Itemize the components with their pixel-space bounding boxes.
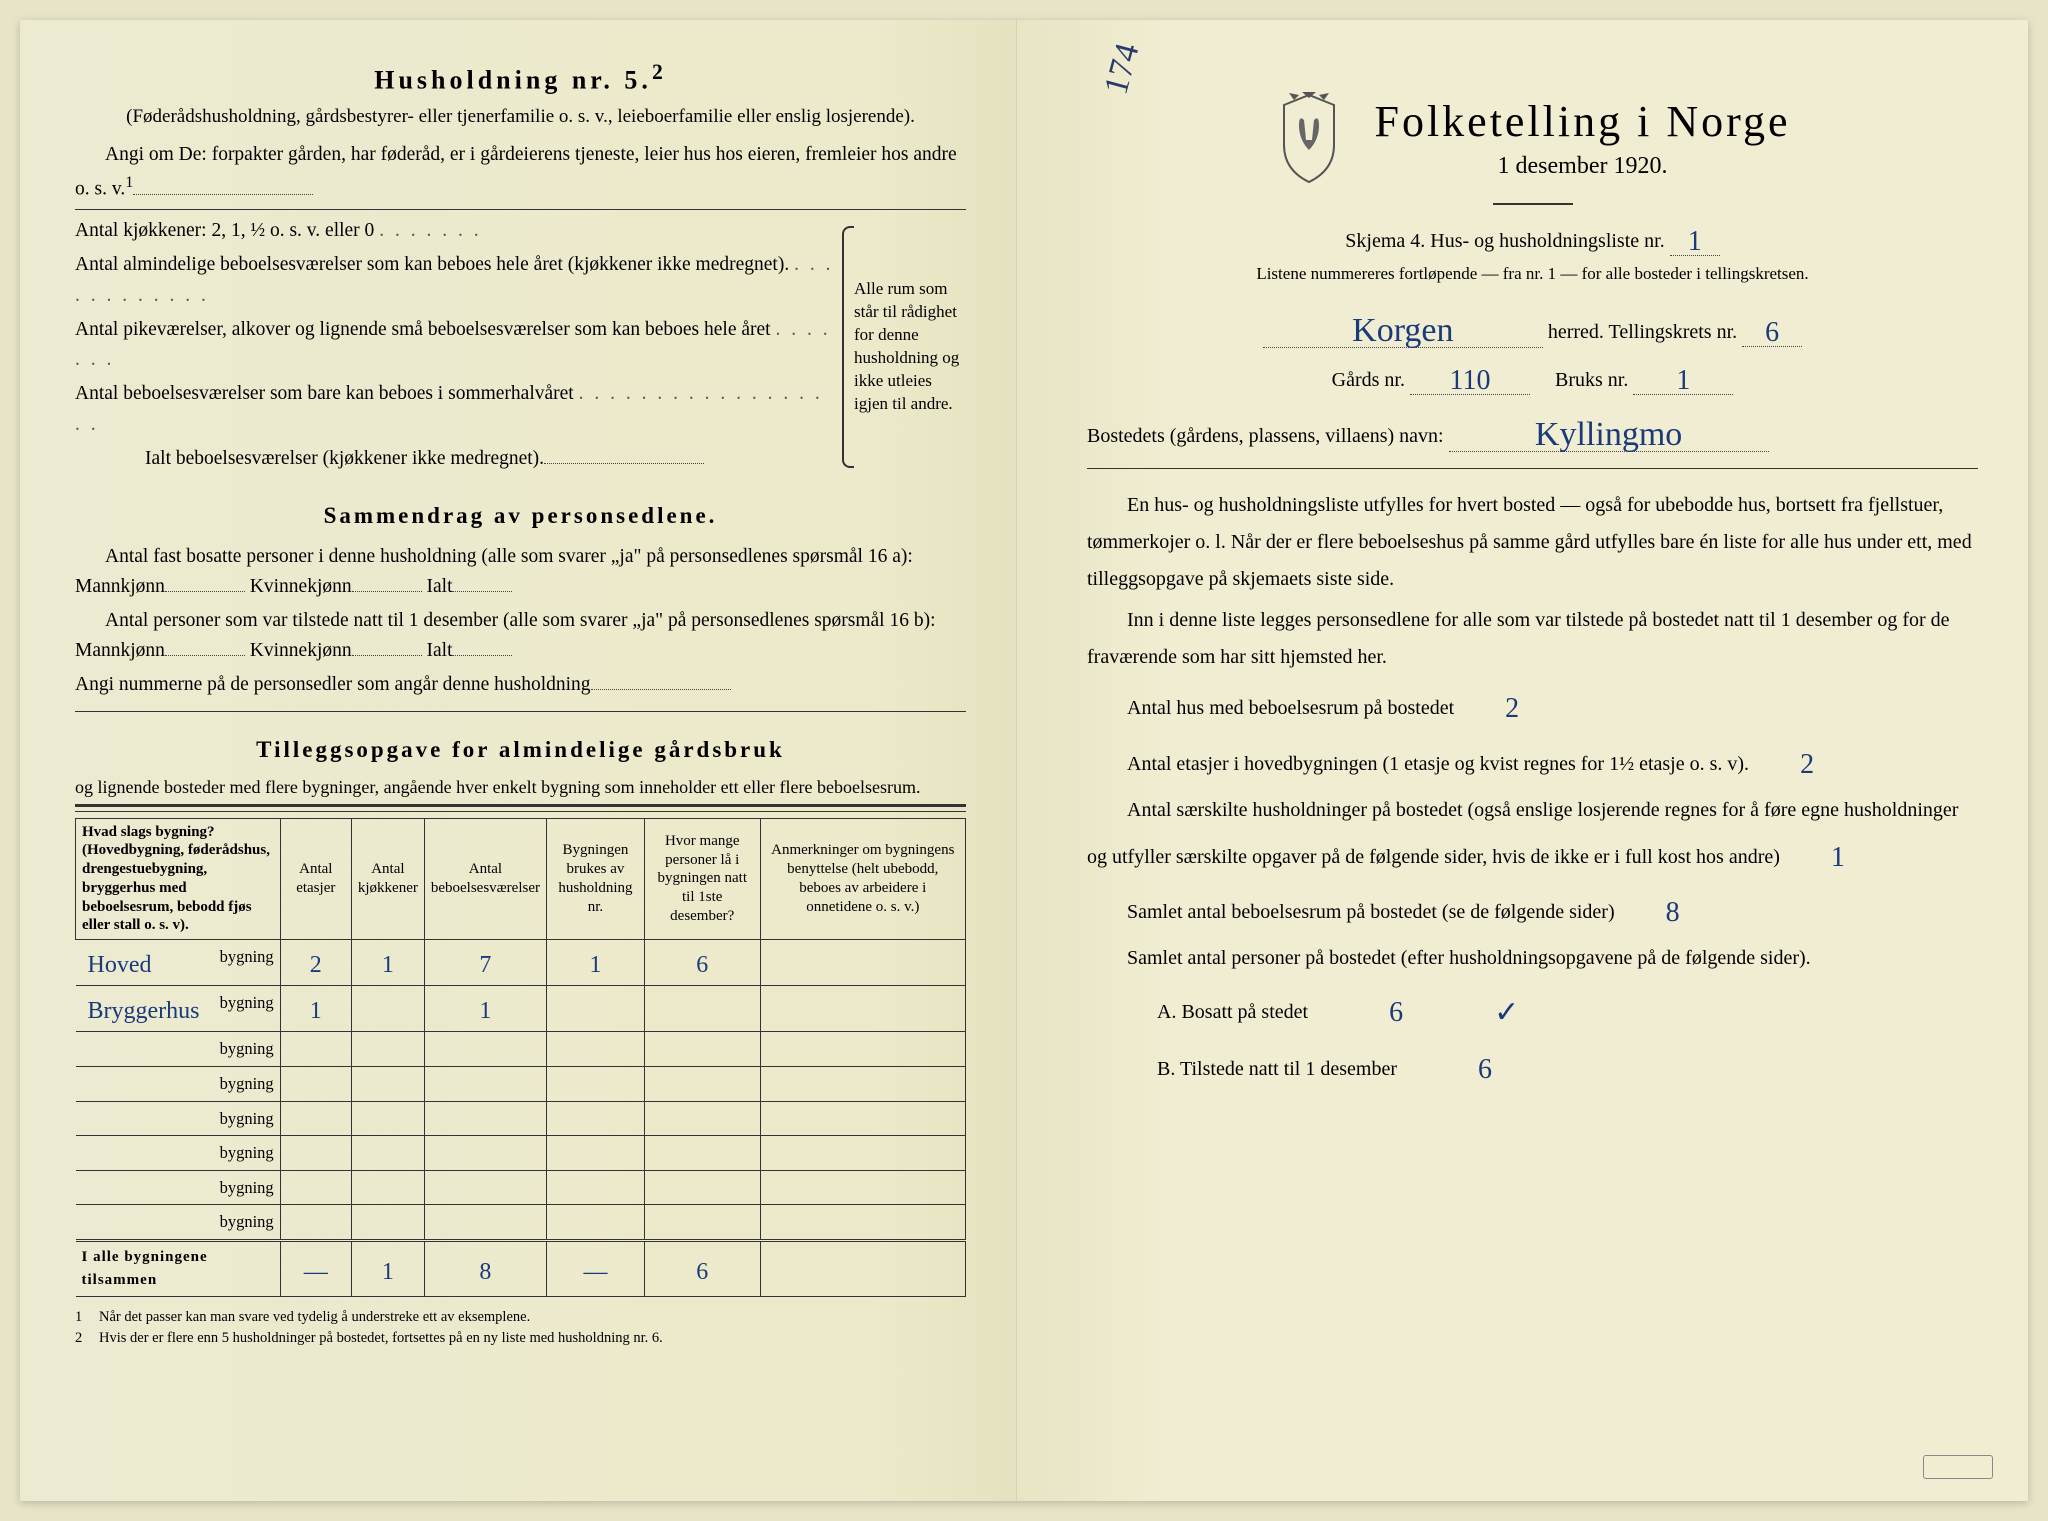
table-total-row: I alle bygningene tilsammen — 1 8 — 6 bbox=[76, 1240, 966, 1297]
rooms-brace-group: Antal kjøkkener: 2, 1, ½ o. s. v. eller … bbox=[75, 216, 966, 478]
total-label: I alle bygningene tilsammen bbox=[76, 1240, 281, 1297]
right-body: En hus- og husholdningsliste utfylles fo… bbox=[1087, 487, 1978, 1092]
bosted-line: Bostedets (gårdens, plassens, villaens) … bbox=[1087, 413, 1978, 452]
q-personer: Samlet antal personer på bostedet (efter… bbox=[1087, 940, 1978, 977]
table-row: Bryggerhusbygning11 bbox=[76, 986, 966, 1032]
table-row: bygning bbox=[76, 1136, 966, 1171]
gards-line: Gårds nr. 110 Bruks nr. 1 bbox=[1087, 362, 1978, 395]
stamp-icon bbox=[1923, 1455, 1993, 1479]
document-spread: Husholdning nr. 5.2 (Føderådshusholdning… bbox=[20, 20, 2028, 1501]
room-line-1: Antal almindelige beboelsesværelser som … bbox=[75, 250, 836, 310]
household-heading-text: Husholdning nr. 5. bbox=[374, 66, 652, 95]
footnotes: 1Når det passer kan man svare ved tydeli… bbox=[75, 1307, 966, 1348]
qb-line: B. Tilstede natt til 1 desember 6 bbox=[1087, 1041, 1978, 1093]
tillegg-title: Tilleggsopgave for almindelige gårdsbruk bbox=[75, 732, 966, 768]
footnote-1: Når det passer kan man svare ved tydelig… bbox=[99, 1307, 530, 1327]
table-row: bygning bbox=[76, 1205, 966, 1241]
herred-value: Korgen bbox=[1346, 312, 1459, 350]
liste-note: Listene nummereres fortløpende — fra nr.… bbox=[1087, 264, 1978, 284]
total-kjokken: 1 bbox=[376, 1254, 400, 1291]
coat-of-arms-icon bbox=[1274, 90, 1344, 185]
bruks-nr: 1 bbox=[1670, 365, 1696, 397]
th-etasjer: Antal etasjer bbox=[280, 818, 351, 940]
footnote-2: Hvis der er flere enn 5 husholdninger på… bbox=[99, 1328, 663, 1348]
angi-line: Angi om De: forpakter gården, har føderå… bbox=[75, 140, 966, 205]
table-row: bygning bbox=[76, 1032, 966, 1067]
skjema-nr: 1 bbox=[1682, 226, 1708, 258]
divider bbox=[1493, 203, 1573, 205]
main-title: Folketelling i Norge bbox=[1374, 96, 1790, 147]
skjema-line: Skjema 4. Hus- og husholdningsliste nr. … bbox=[1087, 223, 1978, 256]
th-anm: Anmerkninger om bygningens benyttelse (h… bbox=[760, 818, 965, 940]
total-hushold: — bbox=[577, 1254, 613, 1291]
room-line-2: Antal pikeværelser, alkover og lignende … bbox=[75, 315, 836, 375]
th-hushold: Bygningen brukes av husholdning nr. bbox=[547, 818, 645, 940]
th-beboelse: Antal beboelsesværelser bbox=[424, 818, 546, 940]
th-bygning: Hvad slags bygning? (Hovedbygning, føder… bbox=[76, 818, 281, 940]
qb-val: 6 bbox=[1402, 1044, 1498, 1096]
total-personer: 6 bbox=[690, 1254, 714, 1291]
summary-p2: Antal personer som var tilstede natt til… bbox=[75, 606, 966, 666]
tellingskrets-nr: 6 bbox=[1759, 317, 1785, 349]
left-page: Husholdning nr. 5.2 (Føderådshusholdning… bbox=[20, 20, 1017, 1501]
q-hus-val: 2 bbox=[1459, 683, 1525, 735]
room-line-4: Ialt beboelsesværelser (kjøkkener ikke m… bbox=[75, 444, 836, 474]
census-date: 1 desember 1920. bbox=[1374, 153, 1790, 180]
q-beboelse: Samlet antal beboelsesrum på bostedet (s… bbox=[1087, 884, 1978, 936]
q-beboelse-val: 8 bbox=[1620, 887, 1686, 939]
qa-line: A. Bosatt på stedet 6 ✓ bbox=[1087, 981, 1978, 1037]
building-table: Hvad slags bygning? (Hovedbygning, føder… bbox=[75, 818, 966, 1298]
angi-text: Angi om De: forpakter gården, har føderå… bbox=[75, 144, 957, 200]
household-sup: 2 bbox=[652, 60, 667, 84]
summary-p1: Antal fast bosatte personer i denne hush… bbox=[75, 542, 966, 602]
brace-text: Alle rum som står til rådighet for denne… bbox=[836, 216, 966, 478]
room-line-3: Antal beboelsesværelser som bare kan beb… bbox=[75, 379, 836, 439]
q-etasjer-val: 2 bbox=[1754, 739, 1820, 791]
para1: En hus- og husholdningsliste utfylles fo… bbox=[1087, 487, 1978, 598]
title-row: Folketelling i Norge 1 desember 1920. bbox=[1087, 90, 1978, 185]
table-row: bygning bbox=[76, 1101, 966, 1136]
qa-val: 6 bbox=[1313, 987, 1409, 1039]
th-kjokken: Antal kjøkkener bbox=[351, 818, 424, 940]
th-personer: Hvor mange personer lå i bygningen natt … bbox=[644, 818, 760, 940]
q-hus: Antal hus med beboelsesrum på bostedet 2 bbox=[1087, 680, 1978, 732]
q-hushold: Antal særskilte husholdninger på bostede… bbox=[1087, 792, 1978, 881]
bosted-value: Kyllingmo bbox=[1529, 416, 1688, 454]
table-row: bygning bbox=[76, 1067, 966, 1102]
tillegg-sub: og lignende bosteder med flere bygninger… bbox=[75, 775, 966, 799]
q-hushold-val: 1 bbox=[1785, 832, 1851, 884]
total-etasjer: — bbox=[298, 1254, 334, 1291]
summary-title: Sammendrag av personsedlene. bbox=[75, 498, 966, 534]
table-row: Hovedbygning21716 bbox=[76, 940, 966, 986]
herred-line: Korgen herred. Tellingskrets nr. 6 bbox=[1087, 309, 1978, 348]
summary-p3: Angi nummerne på de personsedler som ang… bbox=[75, 670, 966, 700]
q-etasjer: Antal etasjer i hovedbygningen (1 etasje… bbox=[1087, 736, 1978, 788]
household-subtitle: (Føderådshusholdning, gårdsbestyrer- ell… bbox=[115, 104, 926, 131]
table-header-row: Hvad slags bygning? (Hovedbygning, føder… bbox=[76, 818, 966, 940]
total-beboelse: 8 bbox=[473, 1254, 497, 1291]
total-anm bbox=[760, 1240, 965, 1297]
household-heading: Husholdning nr. 5.2 bbox=[75, 60, 966, 96]
table-row: bygning bbox=[76, 1170, 966, 1205]
right-page: 174 Folketelling i Norge 1 desember 1920… bbox=[1017, 20, 2028, 1501]
gards-nr: 110 bbox=[1444, 365, 1497, 397]
para2: Inn i denne liste legges personsedlene f… bbox=[1087, 602, 1978, 676]
check-mark: ✓ bbox=[1424, 985, 1519, 1041]
left-body: Angi om De: forpakter gården, har føderå… bbox=[75, 140, 966, 1348]
kitchens-line: Antal kjøkkener: 2, 1, ½ o. s. v. eller … bbox=[75, 216, 836, 246]
